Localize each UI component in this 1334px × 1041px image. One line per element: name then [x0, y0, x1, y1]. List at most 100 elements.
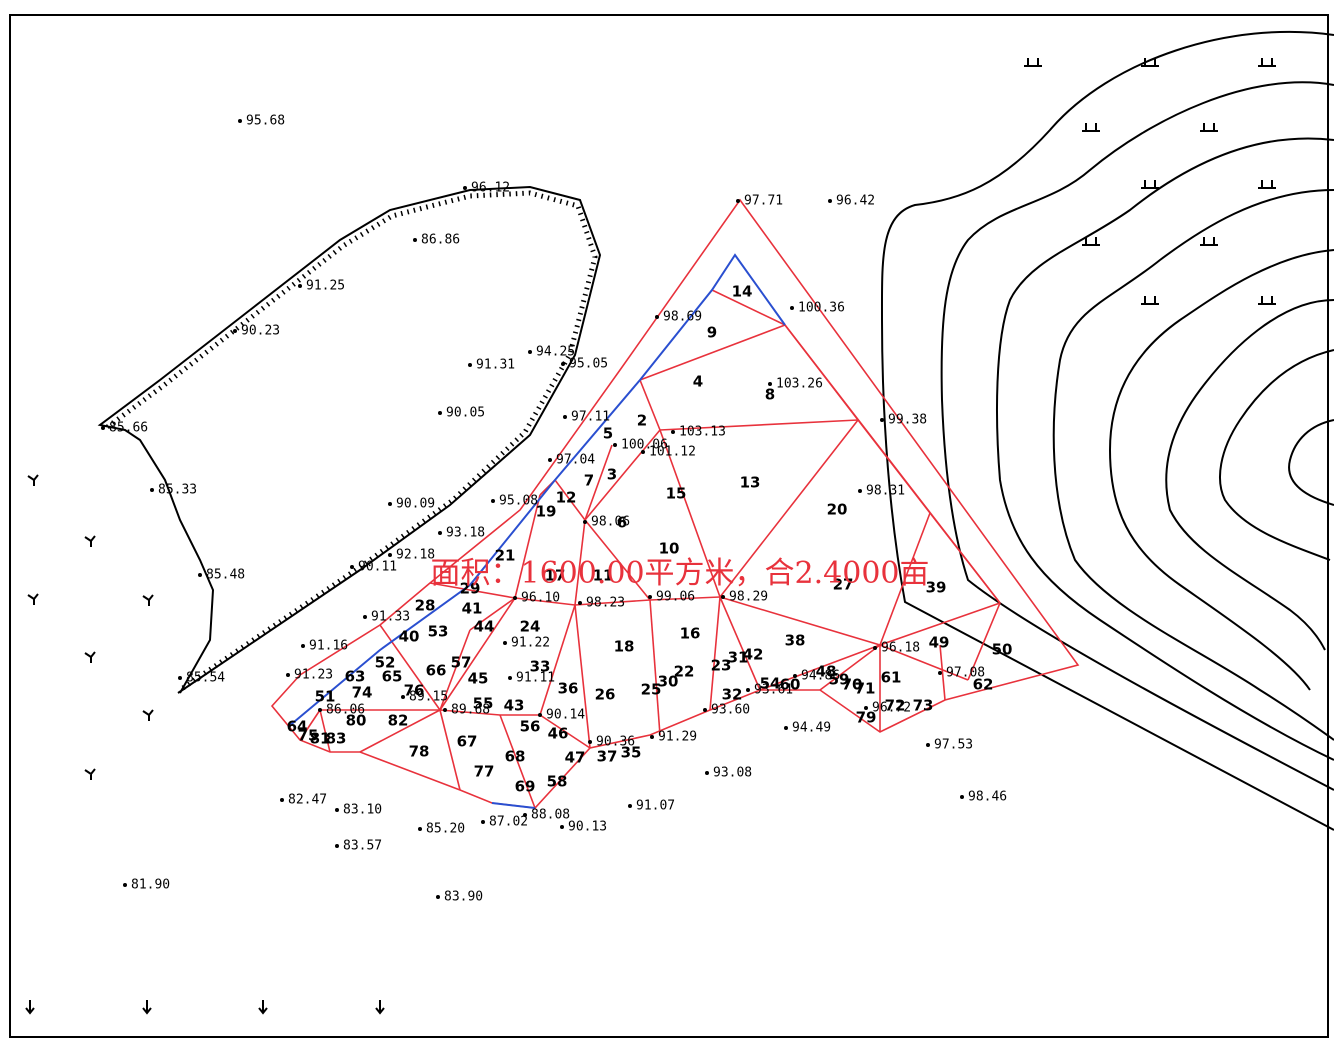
triangle-label: 16 — [680, 625, 701, 643]
triangle-edge — [879, 602, 1001, 646]
elevation-label: 96.18 — [881, 641, 920, 656]
elevation-label: 98.46 — [968, 790, 1007, 805]
elevation-dot — [960, 795, 964, 799]
contour — [1052, 189, 1334, 741]
elevation-label: 85.48 — [206, 568, 245, 583]
triangle-label: 22 — [674, 663, 695, 681]
elevation-label: 90.23 — [241, 324, 280, 339]
elevation-dot — [401, 695, 405, 699]
triangle-edge — [639, 379, 661, 431]
cliff-boundary — [97, 185, 602, 694]
elevation-dot — [655, 315, 659, 319]
elevation-dot — [880, 418, 884, 422]
elevation-label: 91.33 — [371, 610, 410, 625]
triangle-label: 63 — [345, 668, 366, 686]
triangle-label: 66 — [426, 662, 447, 680]
triangle-label: 54 — [760, 675, 781, 693]
elevation-dot — [335, 844, 339, 848]
elevation-label: 98.23 — [586, 596, 625, 611]
elevation-label: 90.05 — [446, 406, 485, 421]
elevation-label: 103.26 — [776, 377, 823, 392]
triangle-edge — [659, 419, 859, 431]
triangle-label: 31 — [728, 649, 749, 667]
triangle-edge — [539, 714, 591, 749]
triangle-label: 12 — [556, 489, 577, 507]
elevation-dot — [468, 363, 472, 367]
triangle-edge — [514, 597, 576, 606]
elevation-label: 93.08 — [713, 766, 752, 781]
contour — [880, 30, 1334, 831]
triangle-label: 33 — [530, 658, 551, 676]
elevation-label: 91.29 — [658, 730, 697, 745]
elevation-label: 91.31 — [476, 358, 515, 373]
elevation-label: 94.25 — [536, 345, 575, 360]
elevation-dot — [703, 708, 707, 712]
triangle-label: 53 — [428, 623, 449, 641]
elevation-dot — [548, 458, 552, 462]
triangle-label: 79 — [856, 709, 877, 727]
triangle-label: 72 — [885, 697, 906, 715]
contour — [1288, 419, 1334, 506]
triangle-edge — [879, 512, 931, 646]
elevation-dot — [784, 726, 788, 730]
triangle-label: 30 — [658, 673, 679, 691]
triangle-edge — [429, 582, 516, 599]
triangle-label: 57 — [451, 654, 472, 672]
triangle-edge — [439, 597, 516, 711]
blue-line — [287, 253, 786, 728]
triangle-label: 68 — [505, 748, 526, 766]
elevation-dot — [538, 713, 542, 717]
triangle-edge — [711, 289, 786, 326]
elevation-dot — [233, 329, 237, 333]
triangle-label: 83 — [326, 730, 347, 748]
triangle-label: 71 — [855, 680, 876, 698]
triangle-label: 20 — [827, 501, 848, 519]
triangle-label: 35 — [621, 744, 642, 762]
elevation-label: 99.38 — [888, 413, 927, 428]
elevation-dot — [641, 450, 645, 454]
triangle-label: 62 — [973, 676, 994, 694]
triangle-label: 46 — [548, 725, 569, 743]
triangle-edge — [939, 644, 946, 701]
triangle-label: 41 — [462, 600, 483, 618]
dry-field-symbols — [1024, 58, 1276, 305]
triangle-edge — [439, 709, 501, 716]
elevation-dot — [560, 825, 564, 829]
triangle-label: 69 — [515, 778, 536, 796]
area-label: 面积：1600.00平方米，合2.4000亩 — [430, 556, 929, 591]
elevation-dot — [613, 443, 617, 447]
elevation-label: 95.08 — [499, 494, 538, 509]
elevation-label: 81.90 — [131, 878, 170, 893]
elevation-label: 89.15 — [409, 690, 448, 705]
elevation-label: 87.02 — [489, 815, 528, 830]
contour — [940, 81, 1334, 791]
elevation-dot — [438, 531, 442, 535]
triangle-edge — [584, 519, 651, 601]
triangle-label: 18 — [614, 638, 635, 656]
elevation-dot — [286, 673, 290, 677]
triangle-edge — [439, 629, 471, 711]
elevation-dot — [864, 706, 868, 710]
triangle-label: 47 — [565, 749, 586, 767]
triangle-label: 25 — [641, 681, 662, 699]
triangle-label: 39 — [926, 579, 947, 597]
triangle-edge — [554, 479, 586, 521]
triangle-edge — [574, 599, 651, 606]
elevation-dot — [873, 646, 877, 650]
triangle-label: 59 — [829, 671, 850, 689]
triangle-label: 74 — [352, 684, 373, 702]
elevation-label: 96.12 — [471, 181, 510, 196]
triangle-edge — [719, 419, 859, 598]
elevation-label: 91.16 — [309, 639, 348, 654]
triangle-edge — [319, 709, 331, 753]
triangle-label: 61 — [881, 669, 902, 687]
triangle-edge — [719, 596, 881, 646]
triangle-edge — [879, 644, 969, 681]
triangle-edge — [439, 709, 461, 791]
elevation-dot — [418, 827, 422, 831]
elevation-label: 85.66 — [109, 421, 148, 436]
triangle-label: 45 — [468, 670, 489, 688]
triangle-edge — [819, 644, 881, 691]
elevation-dot — [363, 615, 367, 619]
elevation-label: 83.10 — [343, 803, 382, 818]
